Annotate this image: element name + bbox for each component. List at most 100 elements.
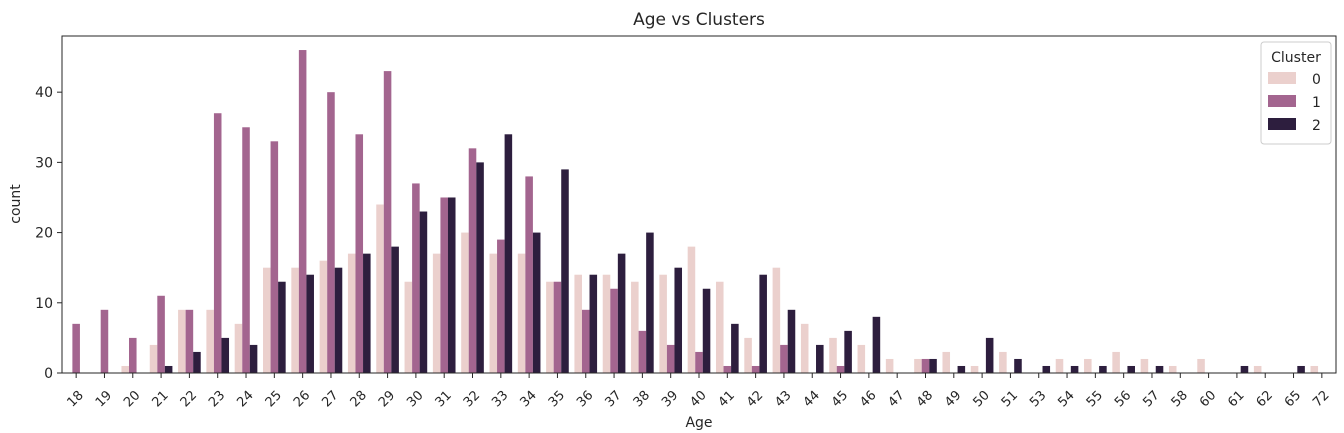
bar-22-cluster-2 [193, 351, 201, 373]
bar-33-cluster-2 [504, 134, 513, 373]
x-tick-label: 18 [65, 388, 87, 410]
legend: Cluster 0 1 2 [1260, 41, 1332, 145]
bar-23-cluster-2 [221, 337, 230, 373]
x-tick-label: 65 [1282, 388, 1304, 410]
x-tick-label: 34 [517, 388, 539, 410]
x-tick-label: 72 [1310, 388, 1332, 410]
bar-41-cluster-0 [715, 281, 724, 373]
bar-40-cluster-2 [702, 288, 711, 373]
bar-26-cluster-2 [306, 274, 314, 373]
x-tick-label: 61 [1225, 388, 1247, 410]
bar-24-cluster-1 [242, 127, 250, 374]
bar-28-cluster-1 [355, 134, 364, 373]
x-tick-label: 51 [999, 388, 1021, 410]
x-tick-label: 21 [149, 388, 171, 410]
bar-55-cluster-0 [1084, 358, 1092, 373]
x-tick-label: 48 [914, 388, 936, 410]
y-tick-label: 10 [35, 296, 53, 312]
x-tick-label: 37 [602, 388, 624, 410]
bar-37-cluster-2 [617, 253, 626, 373]
bar-27-cluster-0 [319, 260, 328, 373]
bar-36-cluster-2 [589, 274, 598, 373]
y-axis: 0 10 20 30 40 [35, 85, 62, 382]
bar-56-cluster-2 [1127, 365, 1135, 373]
bar-57-cluster-2 [1155, 365, 1164, 373]
bar-32-cluster-1 [468, 148, 477, 373]
bar-51-cluster-0 [999, 351, 1007, 373]
bar-46-cluster-2 [872, 316, 881, 373]
bar-62-cluster-0 [1253, 365, 1262, 373]
bar-48-cluster-1 [921, 358, 930, 373]
bar-37-cluster-0 [602, 274, 611, 373]
x-tick-label: 55 [1084, 388, 1106, 410]
bars-group [72, 50, 1319, 374]
x-tick-label: 45 [829, 388, 851, 410]
bar-24-cluster-2 [249, 344, 258, 373]
x-axis: 18 19 20 21 22 23 24 25 26 27 28 29 30 31 32 33 34 35 36 37… [65, 373, 1333, 410]
y-tick-label: 40 [35, 85, 53, 101]
bar-22-cluster-1 [185, 309, 194, 373]
bar-48-cluster-0 [914, 358, 922, 373]
x-tick-label: 35 [546, 388, 568, 410]
bar-35-cluster-2 [561, 169, 569, 373]
x-tick-label: 62 [1254, 388, 1276, 410]
bar-19-cluster-1 [100, 309, 109, 373]
x-tick-label: 22 [178, 388, 200, 410]
bar-44-cluster-2 [816, 344, 824, 373]
bar-29-cluster-0 [376, 204, 384, 373]
x-tick-label: 38 [631, 388, 653, 410]
bar-60-cluster-0 [1197, 358, 1205, 373]
x-tick-label: 60 [1197, 388, 1219, 410]
bar-43-cluster-1 [780, 344, 788, 373]
bar-29-cluster-1 [383, 71, 392, 373]
legend-swatch-2 [1268, 118, 1296, 130]
x-tick-label: 27 [319, 388, 341, 410]
bar-45-cluster-2 [844, 330, 852, 374]
bar-72-cluster-0 [1310, 365, 1319, 373]
bar-58-cluster-0 [1168, 365, 1177, 373]
legend-swatch-1 [1268, 95, 1296, 107]
x-tick-label: 23 [206, 388, 228, 410]
bar-38-cluster-0 [631, 281, 639, 373]
x-tick-label: 56 [1112, 388, 1134, 410]
bar-56-cluster-0 [1112, 351, 1120, 373]
bar-30-cluster-2 [419, 211, 428, 373]
bar-28-cluster-0 [347, 253, 356, 373]
bar-54-cluster-0 [1055, 358, 1064, 373]
x-tick-label: 44 [801, 388, 823, 410]
y-axis-label: count [8, 184, 24, 224]
legend-label-0: 0 [1312, 72, 1321, 88]
legend-title: Cluster [1271, 50, 1321, 66]
x-tick-label: 31 [433, 388, 455, 410]
bar-42-cluster-0 [744, 337, 752, 373]
bar-30-cluster-0 [404, 281, 413, 373]
bar-32-cluster-2 [476, 162, 484, 374]
bar-21-cluster-1 [157, 295, 165, 373]
legend-swatch-0 [1268, 72, 1296, 84]
bar-36-cluster-0 [574, 274, 582, 373]
bar-22-cluster-0 [178, 309, 186, 373]
bar-34-cluster-0 [517, 253, 526, 373]
bar-25-cluster-1 [270, 141, 279, 373]
bar-24-cluster-0 [234, 323, 243, 373]
bar-47-cluster-0 [885, 358, 894, 373]
x-tick-label: 25 [263, 388, 285, 410]
y-tick-label: 0 [44, 366, 53, 382]
x-tick-label: 26 [291, 388, 313, 410]
bar-50-cluster-0 [970, 365, 979, 373]
bar-51-cluster-2 [1014, 358, 1022, 373]
bar-25-cluster-0 [263, 267, 271, 373]
x-tick-label: 46 [857, 388, 879, 410]
bar-28-cluster-2 [363, 253, 371, 373]
bar-21-cluster-0 [149, 344, 158, 373]
bar-34-cluster-2 [532, 232, 541, 373]
x-tick-label: 43 [772, 388, 794, 410]
chart-title: Age vs Clusters [633, 10, 765, 30]
bar-33-cluster-1 [497, 239, 505, 373]
bar-40-cluster-1 [695, 351, 703, 373]
bar-33-cluster-0 [489, 253, 498, 373]
x-axis-label: Age [685, 415, 712, 431]
x-tick-label: 33 [489, 388, 511, 410]
bar-54-cluster-2 [1070, 365, 1079, 373]
